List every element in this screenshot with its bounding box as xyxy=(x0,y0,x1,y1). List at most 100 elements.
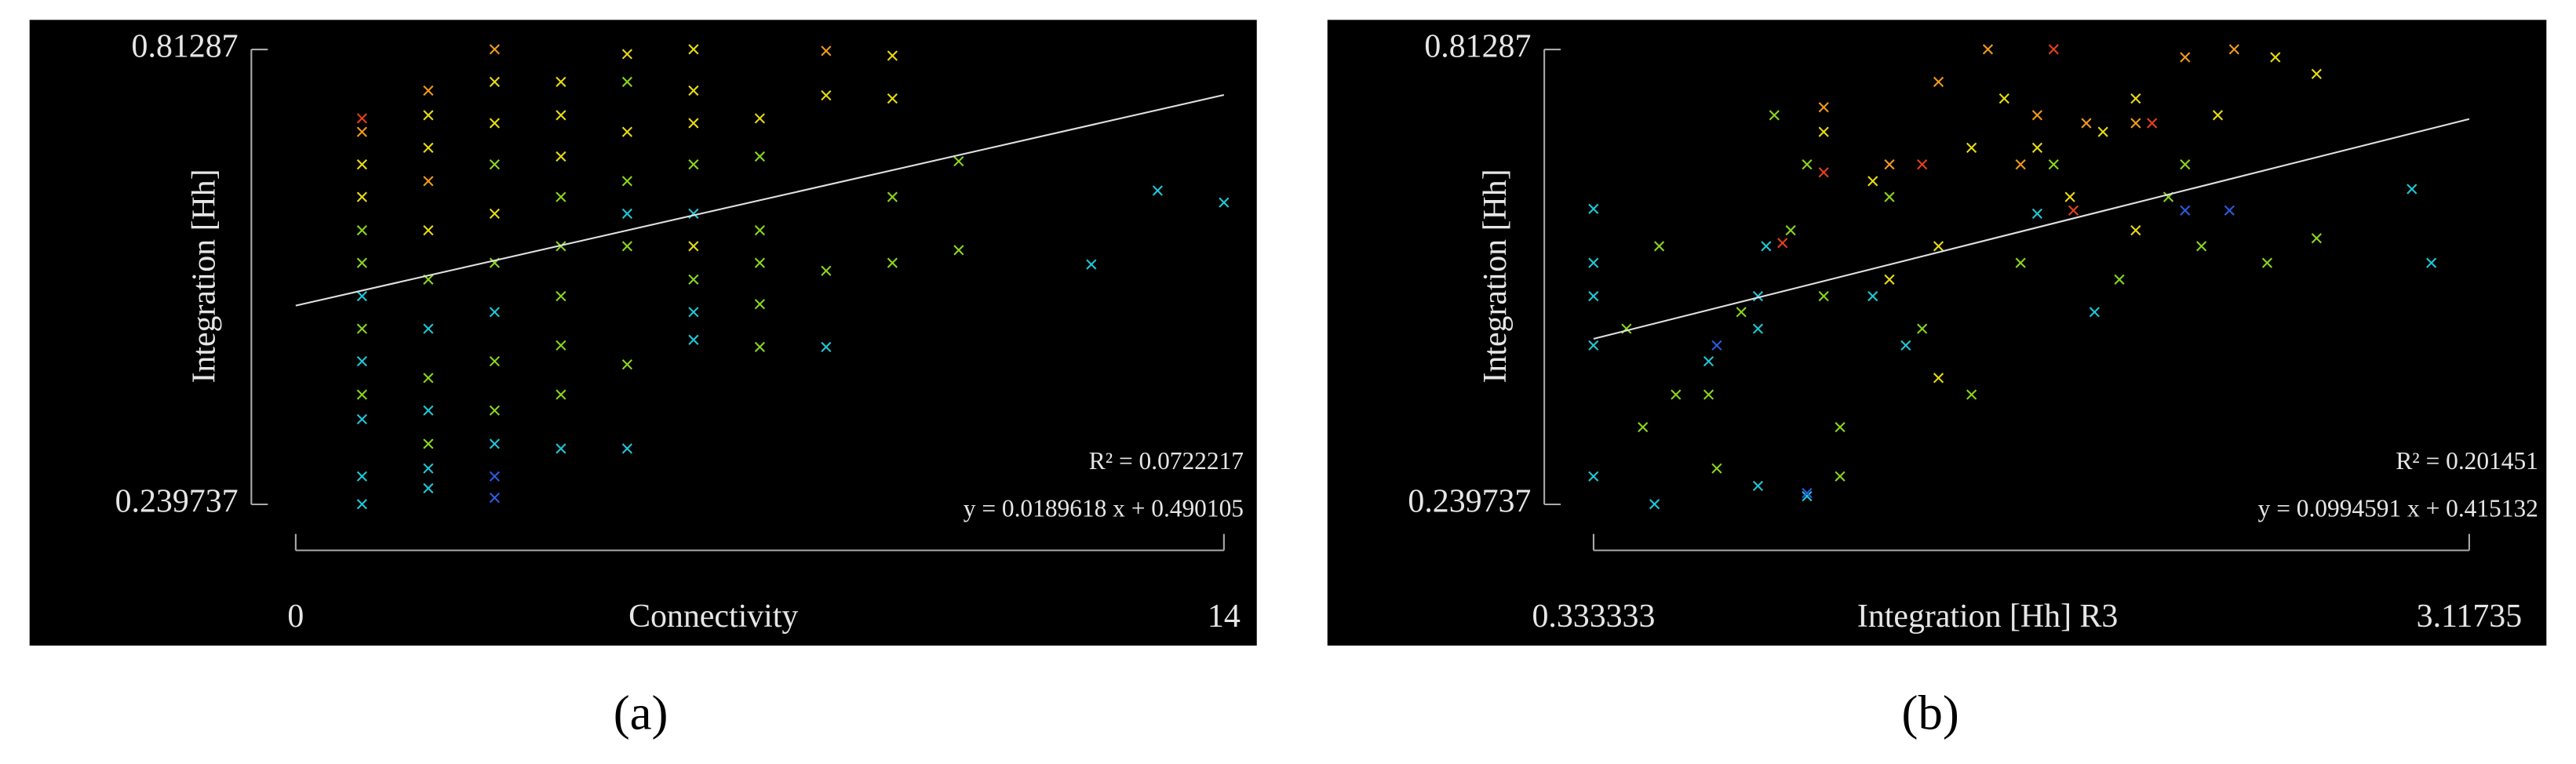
data-point xyxy=(2097,126,2108,137)
data-point xyxy=(1966,389,1977,400)
data-point xyxy=(489,44,500,55)
data-point xyxy=(1653,241,1665,252)
data-point xyxy=(1219,197,1230,208)
panel-background xyxy=(29,20,1257,646)
data-point xyxy=(2407,184,2418,195)
x-axis-label: Integration [Hh] R3 xyxy=(1857,598,2118,635)
data-point xyxy=(489,118,500,129)
data-point xyxy=(1835,471,1845,482)
data-point xyxy=(1711,463,1722,474)
data-point xyxy=(887,50,898,61)
data-point xyxy=(356,191,367,202)
data-point xyxy=(2147,118,2158,129)
data-point xyxy=(2180,205,2191,216)
data-point xyxy=(621,359,632,370)
data-point xyxy=(688,334,699,345)
data-point xyxy=(2224,205,2235,216)
data-point xyxy=(754,341,765,352)
panel-background xyxy=(1327,20,2547,646)
data-point xyxy=(1152,185,1163,196)
data-point xyxy=(356,113,367,124)
data-point xyxy=(2031,208,2042,219)
data-point xyxy=(1785,224,1796,236)
data-point xyxy=(423,176,434,187)
data-point xyxy=(1703,389,1714,400)
y-tick-label: 0.239737 xyxy=(1408,484,1531,520)
data-point xyxy=(556,191,567,202)
data-point xyxy=(1818,126,1829,137)
data-point xyxy=(887,93,898,104)
data-point xyxy=(2015,257,2026,268)
panel-label: (a) xyxy=(614,686,669,740)
data-point xyxy=(2130,118,2141,129)
data-point xyxy=(423,110,434,121)
data-point xyxy=(621,76,632,87)
data-point xyxy=(423,85,434,96)
data-point xyxy=(2180,159,2191,170)
data-point xyxy=(821,45,832,56)
data-point xyxy=(423,373,434,384)
data-point xyxy=(423,323,434,334)
data-point xyxy=(2261,257,2273,268)
y-axis-label: Integration [Hh] xyxy=(1477,169,1514,383)
regression-equation: y = 0.0189618 x + 0.490105 xyxy=(964,495,1244,522)
data-point xyxy=(2130,224,2141,236)
data-point xyxy=(688,274,699,285)
data-point xyxy=(423,463,434,474)
y-tick-label: 0.81287 xyxy=(132,29,239,65)
r-squared: R² = 0.0722217 xyxy=(1089,447,1244,475)
data-point xyxy=(1671,389,1682,400)
data-point xyxy=(1769,110,1780,121)
data-point xyxy=(356,159,367,170)
data-point xyxy=(489,405,500,416)
data-point xyxy=(2089,307,2100,318)
data-point xyxy=(2031,110,2042,121)
regression-line xyxy=(1593,118,2470,340)
x-tick-label: 14 xyxy=(1208,598,1241,635)
data-point xyxy=(489,159,500,170)
data-point xyxy=(2311,68,2322,79)
data-point xyxy=(2270,52,2281,63)
data-point xyxy=(489,355,500,367)
data-point xyxy=(423,224,434,236)
data-point xyxy=(1802,490,1813,502)
data-point xyxy=(1835,421,1845,433)
data-point xyxy=(1761,241,1772,252)
data-point xyxy=(2426,257,2437,268)
data-point xyxy=(2212,110,2224,121)
data-point xyxy=(1933,373,1944,384)
data-point xyxy=(1588,257,1599,268)
data-point xyxy=(1867,290,1878,302)
data-point xyxy=(1752,480,1764,492)
data-point xyxy=(2180,52,2191,63)
y-tick-label: 0.239737 xyxy=(115,484,239,520)
data-point xyxy=(1711,340,1722,351)
data-point xyxy=(489,208,500,219)
panel-label: (b) xyxy=(1902,686,1959,740)
data-point xyxy=(423,405,434,416)
data-point xyxy=(556,389,567,400)
r-squared: R² = 0.201451 xyxy=(2396,447,2538,475)
data-point xyxy=(1752,290,1764,302)
data-point xyxy=(1818,290,1829,302)
data-point xyxy=(1802,159,1813,170)
y-tick-label: 0.81287 xyxy=(1424,29,1531,65)
data-point xyxy=(621,126,632,137)
data-point xyxy=(1917,323,1928,334)
data-point xyxy=(2048,159,2059,170)
data-point xyxy=(2064,191,2075,202)
x-tick-label: 0.333333 xyxy=(1532,598,1655,635)
data-point xyxy=(1900,340,1911,351)
data-point xyxy=(887,257,898,268)
data-point xyxy=(621,443,632,454)
data-point xyxy=(356,471,367,482)
data-point xyxy=(489,307,500,318)
data-point xyxy=(1649,499,1660,510)
data-point xyxy=(1884,191,1895,202)
data-point xyxy=(1588,340,1599,351)
data-point xyxy=(1867,176,1878,187)
data-point xyxy=(2031,142,2042,153)
regression-equation: y = 0.0994591 x + 0.415132 xyxy=(2258,495,2538,522)
data-point xyxy=(1884,159,1895,170)
data-point xyxy=(2015,159,2026,170)
